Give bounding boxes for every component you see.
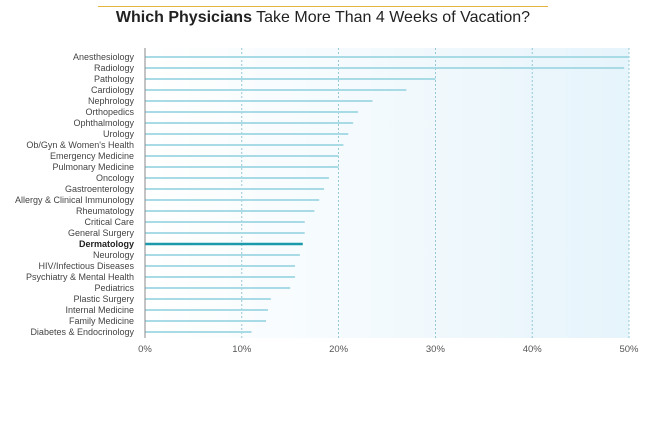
category-label: Cardiology bbox=[91, 85, 135, 95]
x-tick-label: 10% bbox=[232, 344, 252, 355]
category-label: Radiology bbox=[94, 63, 135, 73]
x-tick-label: 20% bbox=[329, 344, 349, 355]
category-label: Anesthesiology bbox=[73, 52, 135, 62]
category-label: Pulmonary Medicine bbox=[52, 162, 134, 172]
category-label: Urology bbox=[103, 129, 135, 139]
chart-title-rest: Take More Than 4 Weeks of Vacation? bbox=[256, 9, 531, 26]
category-label: Internal Medicine bbox=[65, 305, 134, 315]
category-label: Allergy & Clinical Immunology bbox=[15, 195, 135, 205]
x-tick-label: 50% bbox=[619, 344, 639, 355]
category-label: Family Medicine bbox=[69, 316, 134, 326]
category-label: HIV/Infectious Diseases bbox=[38, 261, 134, 271]
chart-title-bold: Which Physicians bbox=[115, 9, 252, 26]
category-label: Nephrology bbox=[88, 96, 135, 106]
category-label: General Surgery bbox=[68, 228, 135, 238]
plot-background bbox=[145, 48, 629, 338]
category-label: Plastic Surgery bbox=[73, 294, 134, 304]
category-label: Dermatology bbox=[79, 239, 134, 249]
category-label: Neurology bbox=[93, 250, 135, 260]
category-label: Pathology bbox=[94, 74, 135, 84]
category-label: Orthopedics bbox=[85, 107, 134, 117]
category-label: Gastroenterology bbox=[65, 184, 135, 194]
x-tick-label: 40% bbox=[523, 344, 543, 355]
category-label: Critical Care bbox=[84, 217, 134, 227]
category-label: Ob/Gyn & Women's Health bbox=[26, 140, 134, 150]
title-rule bbox=[98, 6, 548, 7]
category-label: Rheumatology bbox=[76, 206, 135, 216]
x-tick-label: 0% bbox=[138, 344, 152, 355]
category-label: Oncology bbox=[96, 173, 135, 183]
category-label: Emergency Medicine bbox=[50, 151, 134, 161]
category-label: Ophthalmology bbox=[73, 118, 134, 128]
x-tick-label: 30% bbox=[426, 344, 446, 355]
category-label: Pediatrics bbox=[94, 283, 134, 293]
chart-title: Which Physicians Take More Than 4 Weeks … bbox=[98, 9, 548, 27]
category-label: Diabetes & Endocrinology bbox=[30, 327, 134, 337]
category-label: Psychiatry & Mental Health bbox=[26, 272, 134, 282]
